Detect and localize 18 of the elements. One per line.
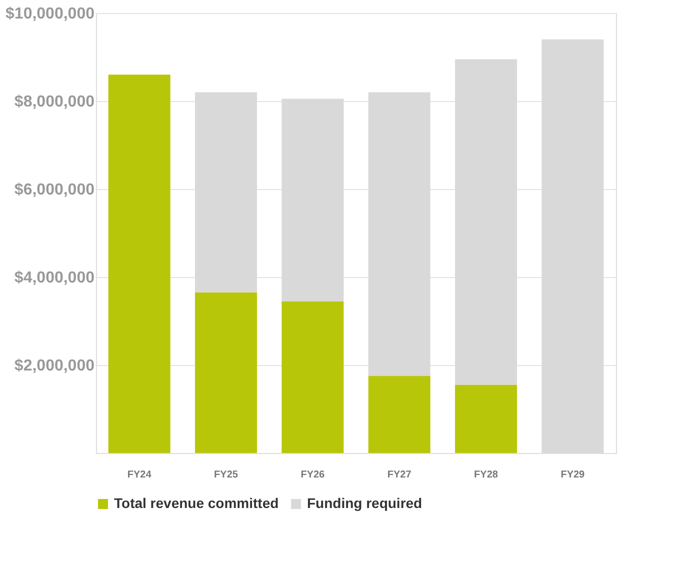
y-tick-label: $4,000,000 — [14, 270, 95, 286]
bar — [282, 301, 344, 453]
y-tick-label: $6,000,000 — [14, 182, 95, 198]
legend-label: Total revenue committed — [114, 495, 279, 511]
legend-label: Funding required — [307, 495, 422, 511]
x-tick-label: FY25 — [214, 470, 238, 480]
x-tick-label: FY29 — [560, 470, 586, 480]
bar — [195, 292, 257, 453]
y-tick-label: $2,000,000 — [14, 358, 95, 374]
bar — [108, 74, 170, 453]
x-tick-label: FY24 — [127, 470, 152, 480]
bar — [368, 376, 430, 453]
bar — [455, 384, 517, 453]
x-tick-label: FY26 — [300, 470, 326, 480]
x-tick-label: FY27 — [387, 470, 412, 480]
y-tick-label: $8,000,000 — [14, 94, 95, 110]
y-tick-label: $10,000,000 — [6, 6, 95, 22]
x-tick-label: FY28 — [474, 470, 498, 480]
